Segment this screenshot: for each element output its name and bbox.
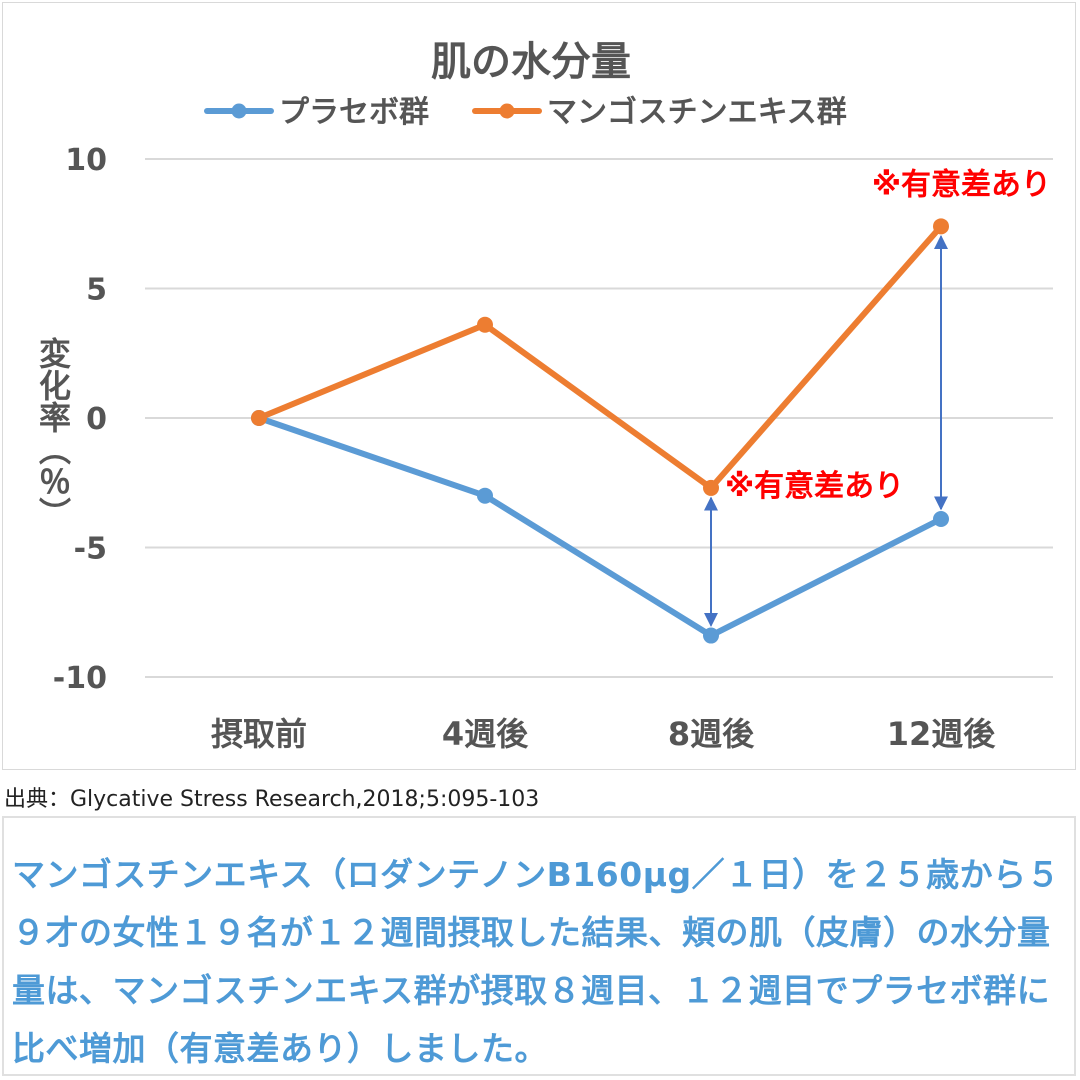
source-citation: 出典：Glycative Stress Research,2018;5:095-… [4, 787, 540, 812]
series-line-0 [256, 415, 944, 639]
y-tick-label-0: 10 [65, 143, 107, 178]
series-line-1 [256, 223, 944, 491]
legend-marker-1 [499, 103, 515, 119]
data-point-s1-2 [703, 479, 719, 496]
legend-label-1: マンゴスチンエキス群 [547, 95, 847, 130]
data-point-s1-3 [933, 218, 949, 235]
chart-frame: 肌の水分量 プラセボ群 マンゴスチンエキス群 10 5 0 -5 -10 変化率（％） 摂取前 4週… [2, 2, 1076, 770]
x-tick-label-1: 4週後 [442, 715, 529, 753]
y-tick-label-2: 0 [86, 402, 107, 437]
legend-marker-0 [231, 103, 247, 119]
x-tick-label-3: 12週後 [887, 715, 997, 753]
x-tick-label-0: 摂取前 [211, 715, 307, 753]
y-tick-label-1: 5 [86, 273, 107, 308]
y-tick-label-4: -10 [53, 661, 107, 696]
x-tick-label-2: 8週後 [668, 715, 755, 753]
chart-title: 肌の水分量 [431, 39, 631, 85]
caption-text: マンゴスチンエキス（ロダンテノンB160μg／１日）を２５歳から５９才の女性１９… [2, 816, 1076, 1076]
data-point-s1-0 [251, 410, 267, 426]
significance-label-0: ※有意差あり [725, 469, 904, 504]
significance-label-1: ※有意差あり [872, 167, 1051, 202]
data-point-s0-2 [703, 627, 719, 644]
legend-label-0: プラセボ群 [279, 95, 429, 130]
data-point-s0-1 [477, 487, 493, 504]
data-point-s0-3 [933, 511, 949, 528]
y-tick-label-3: -5 [74, 532, 107, 567]
data-point-s1-1 [477, 316, 493, 333]
y-axis-label: 変化率（％） [34, 336, 72, 529]
